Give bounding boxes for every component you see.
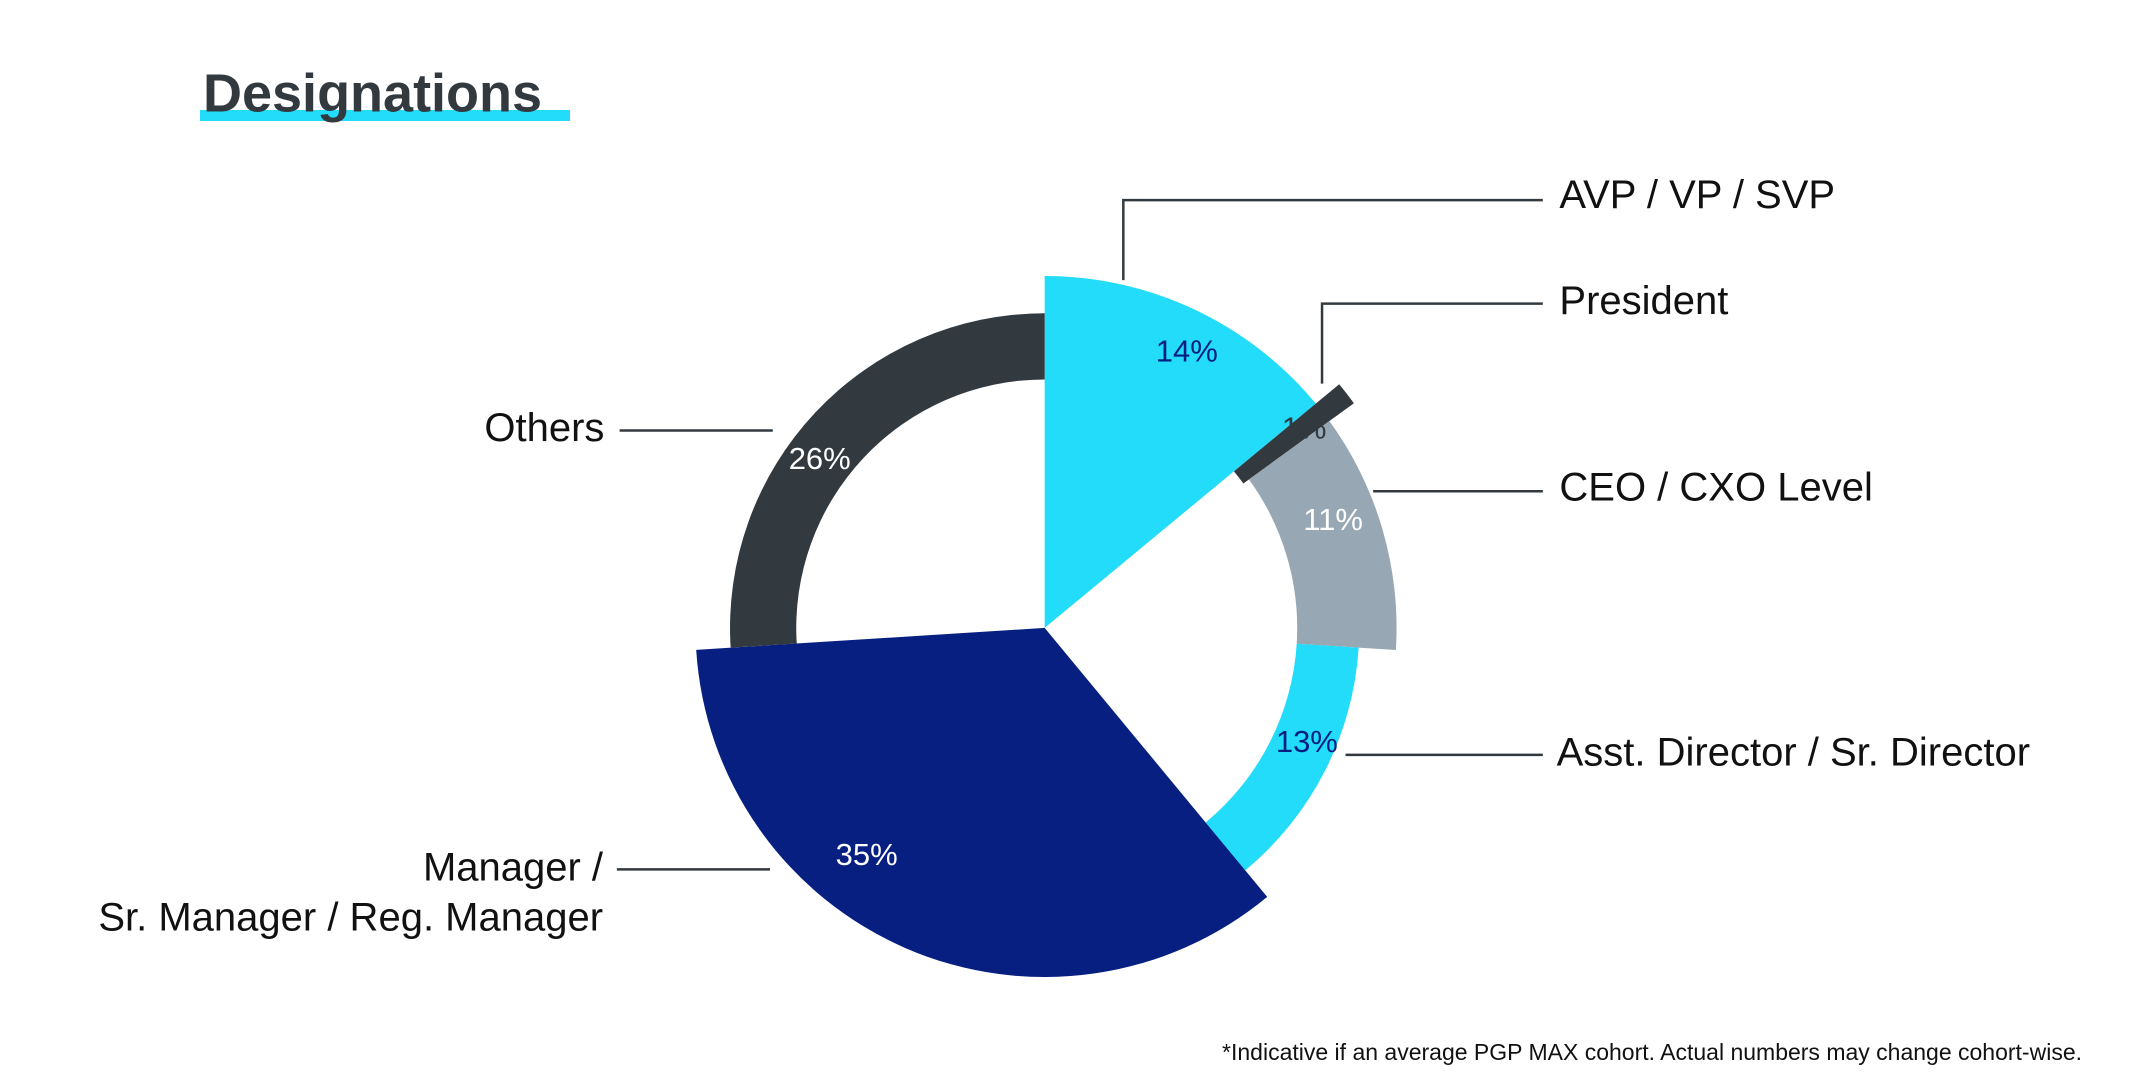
value-label: 26% [789, 441, 851, 476]
pie-slice [730, 313, 1045, 648]
pie-slice [1205, 643, 1359, 871]
value-label: 35% [836, 837, 898, 872]
category-label: Asst. Director / Sr. Director [1557, 730, 2030, 774]
category-label: AVP / VP / SVP [1559, 173, 1835, 217]
footnote: *Indicative if an average PGP MAX cohort… [1222, 1039, 2082, 1065]
leader-line [1320, 302, 1543, 384]
title-underline [200, 110, 570, 121]
chart-title: Designations [203, 63, 542, 123]
category-label: Manager / Sr. Manager / Reg. Manager [98, 845, 604, 939]
category-label: President [1559, 279, 1728, 323]
value-label: 13% [1276, 724, 1338, 759]
value-label: 11% [1303, 502, 1363, 537]
pie-slice [696, 627, 1268, 978]
pie-slice [1248, 421, 1397, 650]
category-label: Others [484, 406, 604, 450]
category-label: CEO / CXO Level [1559, 465, 1872, 509]
pie-slice [1044, 276, 1316, 628]
value-label: 1% [1282, 411, 1327, 446]
value-label: 14% [1156, 333, 1218, 368]
leader-line [1122, 198, 1543, 281]
pie-slice [1233, 384, 1354, 484]
